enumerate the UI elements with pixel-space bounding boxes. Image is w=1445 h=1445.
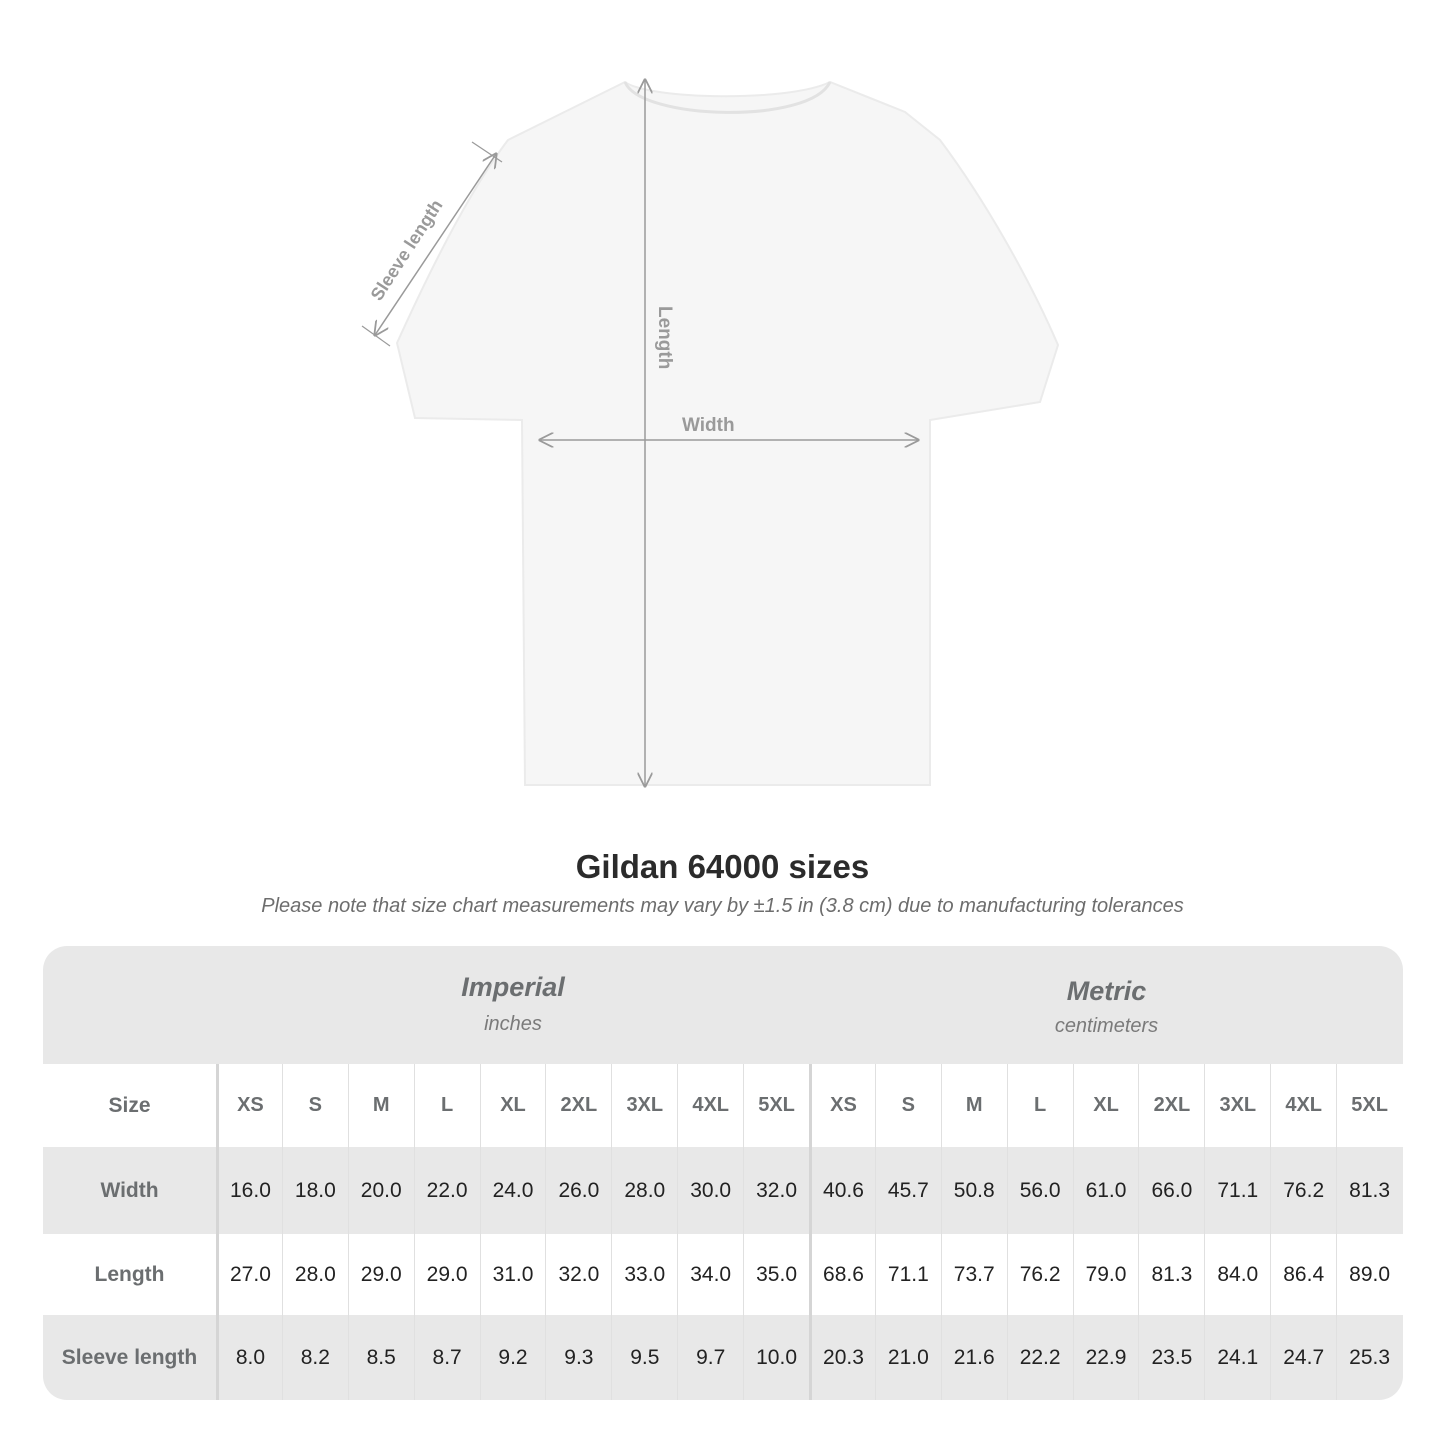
metric-value-cell: 89.0 [1336, 1234, 1402, 1315]
metric-value-cell: 45.7 [874, 1147, 941, 1234]
metric-value-cell: 86.4 [1270, 1234, 1336, 1315]
metric-value-cell: 40.6 [809, 1147, 875, 1234]
metric-value-cell: 20.3 [809, 1315, 875, 1400]
sleeve-tick [471, 141, 503, 163]
size-header-cell: XL [479, 1064, 546, 1147]
size-header-cell: 3XL [1204, 1064, 1270, 1147]
imperial-value-cell: 30.0 [677, 1147, 743, 1234]
size-header-cell: 3XL [611, 1064, 677, 1147]
imperial-value-cell: 16.0 [216, 1147, 282, 1234]
metric-value-cell: 24.1 [1204, 1315, 1270, 1400]
metric-value-cell: 21.0 [874, 1315, 941, 1400]
tolerance-note: Please note that size chart measurements… [261, 895, 1184, 917]
imperial-value-cell: 24.0 [479, 1147, 546, 1234]
metric-value-cell: 56.0 [1006, 1147, 1073, 1234]
imperial-value-cell: 9.5 [611, 1315, 677, 1400]
imperial-value-cell: 27.0 [216, 1234, 282, 1315]
metric-value-cell: 25.3 [1336, 1315, 1402, 1400]
length-label: Length [654, 306, 675, 369]
imperial-value-cell: 22.0 [413, 1147, 480, 1234]
metric-value-cell: 22.9 [1072, 1315, 1139, 1400]
chart-title: Gildan 64000 sizes [575, 848, 870, 885]
imperial-value-cell: 28.0 [281, 1234, 348, 1315]
size-header-cell: M [940, 1064, 1007, 1147]
metric-value-cell: 23.5 [1138, 1315, 1204, 1400]
width-label: Width [682, 415, 735, 436]
size-header-cell: XL [1072, 1064, 1139, 1147]
metric-value-cell: 61.0 [1072, 1147, 1139, 1234]
metric-value-cell: 84.0 [1204, 1234, 1270, 1315]
imperial-value-cell: 28.0 [611, 1147, 677, 1234]
imperial-value-cell: 29.0 [413, 1234, 480, 1315]
imperial-value-cell: 8.0 [216, 1315, 282, 1400]
metric-value-cell: 81.3 [1336, 1147, 1402, 1234]
metric-value-cell: 79.0 [1072, 1234, 1139, 1315]
metric-title: Metric [1066, 976, 1147, 1006]
size-header-cell: 5XL [743, 1064, 809, 1147]
metric-value-cell: 68.6 [809, 1234, 875, 1315]
imperial-value-cell: 34.0 [677, 1234, 743, 1315]
size-header-row: Size XS S M L XL 2XL 3XL 4XL 5XL XS S M L XL 2XL 3XL 4XL 5… [43, 1064, 1403, 1147]
imperial-value-cell: 29.0 [347, 1234, 414, 1315]
metric-value-cell: 76.2 [1006, 1234, 1073, 1315]
sleeve-tick [361, 325, 391, 347]
row-label: Sleeve length [61, 1345, 198, 1369]
table-row: Width 16.0 18.0 20.0 22.0 24.0 26.0 28.0 30.0 32.… [43, 1147, 1403, 1234]
metric-value-cell: 76.2 [1270, 1147, 1336, 1234]
size-header-cell: 5XL [1336, 1064, 1402, 1147]
sleeve-measure-line [375, 154, 496, 335]
imperial-value-cell: 8.7 [413, 1315, 480, 1400]
tshirt-diagram: Length Width Sleeve length [361, 0, 1060, 820]
table-row: Length 27.0 28.0 29.0 29.0 31.0 32.0 33.0 34.0 35… [43, 1234, 1403, 1315]
imperial-value-cell: 32.0 [743, 1147, 809, 1234]
imperial-value-cell: 9.7 [677, 1315, 743, 1400]
size-table: Imperial inches Metric centimeters Size X… [43, 946, 1403, 1400]
imperial-value-cell: 8.5 [347, 1315, 414, 1400]
imperial-header: Imperial inches [216, 946, 810, 1064]
size-header-cell: M [347, 1064, 414, 1147]
size-header-cell: S [281, 1064, 348, 1147]
metric-value-cell: 24.7 [1270, 1315, 1336, 1400]
imperial-value-cell: 20.0 [347, 1147, 414, 1234]
metric-unit: centimeters [1054, 1015, 1159, 1037]
imperial-value-cell: 9.2 [479, 1315, 546, 1400]
size-header-cell: XS [216, 1064, 282, 1147]
imperial-value-cell: 8.2 [281, 1315, 348, 1400]
imperial-value-cell: 10.0 [743, 1315, 809, 1400]
metric-value-cell: 73.7 [940, 1234, 1007, 1315]
size-header-cell: 4XL [1270, 1064, 1336, 1147]
size-header-cell: L [1006, 1064, 1073, 1147]
table-row: Sleeve length 8.0 8.2 8.5 8.7 9.2 9.3 9.5 9.7 10.… [43, 1315, 1403, 1400]
row-label: Width [100, 1178, 159, 1202]
imperial-value-cell: 33.0 [611, 1234, 677, 1315]
metric-value-cell: 21.6 [940, 1315, 1007, 1400]
size-header-cell: 2XL [1138, 1064, 1204, 1147]
imperial-value-cell: 35.0 [743, 1234, 809, 1315]
imperial-value-cell: 26.0 [545, 1147, 611, 1234]
imperial-unit: inches [484, 1013, 542, 1035]
size-header-label: Size [108, 1093, 151, 1117]
row-label: Length [94, 1262, 165, 1286]
metric-value-cell: 22.2 [1006, 1315, 1073, 1400]
size-header-cell: 2XL [545, 1064, 611, 1147]
imperial-value-cell: 32.0 [545, 1234, 611, 1315]
imperial-value-cell: 18.0 [281, 1147, 348, 1234]
imperial-value-cell: 9.3 [545, 1315, 611, 1400]
imperial-title: Imperial [461, 972, 565, 1002]
metric-value-cell: 71.1 [1204, 1147, 1270, 1234]
size-header-cell: L [413, 1064, 480, 1147]
size-header-cell: XS [809, 1064, 875, 1147]
size-header-cell: S [874, 1064, 941, 1147]
metric-header: Metric centimeters [810, 946, 1403, 1064]
metric-value-cell: 71.1 [874, 1234, 941, 1315]
imperial-value-cell: 31.0 [479, 1234, 546, 1315]
metric-value-cell: 81.3 [1138, 1234, 1204, 1315]
size-header-cell: 4XL [677, 1064, 743, 1147]
metric-value-cell: 50.8 [940, 1147, 1007, 1234]
metric-value-cell: 66.0 [1138, 1147, 1204, 1234]
